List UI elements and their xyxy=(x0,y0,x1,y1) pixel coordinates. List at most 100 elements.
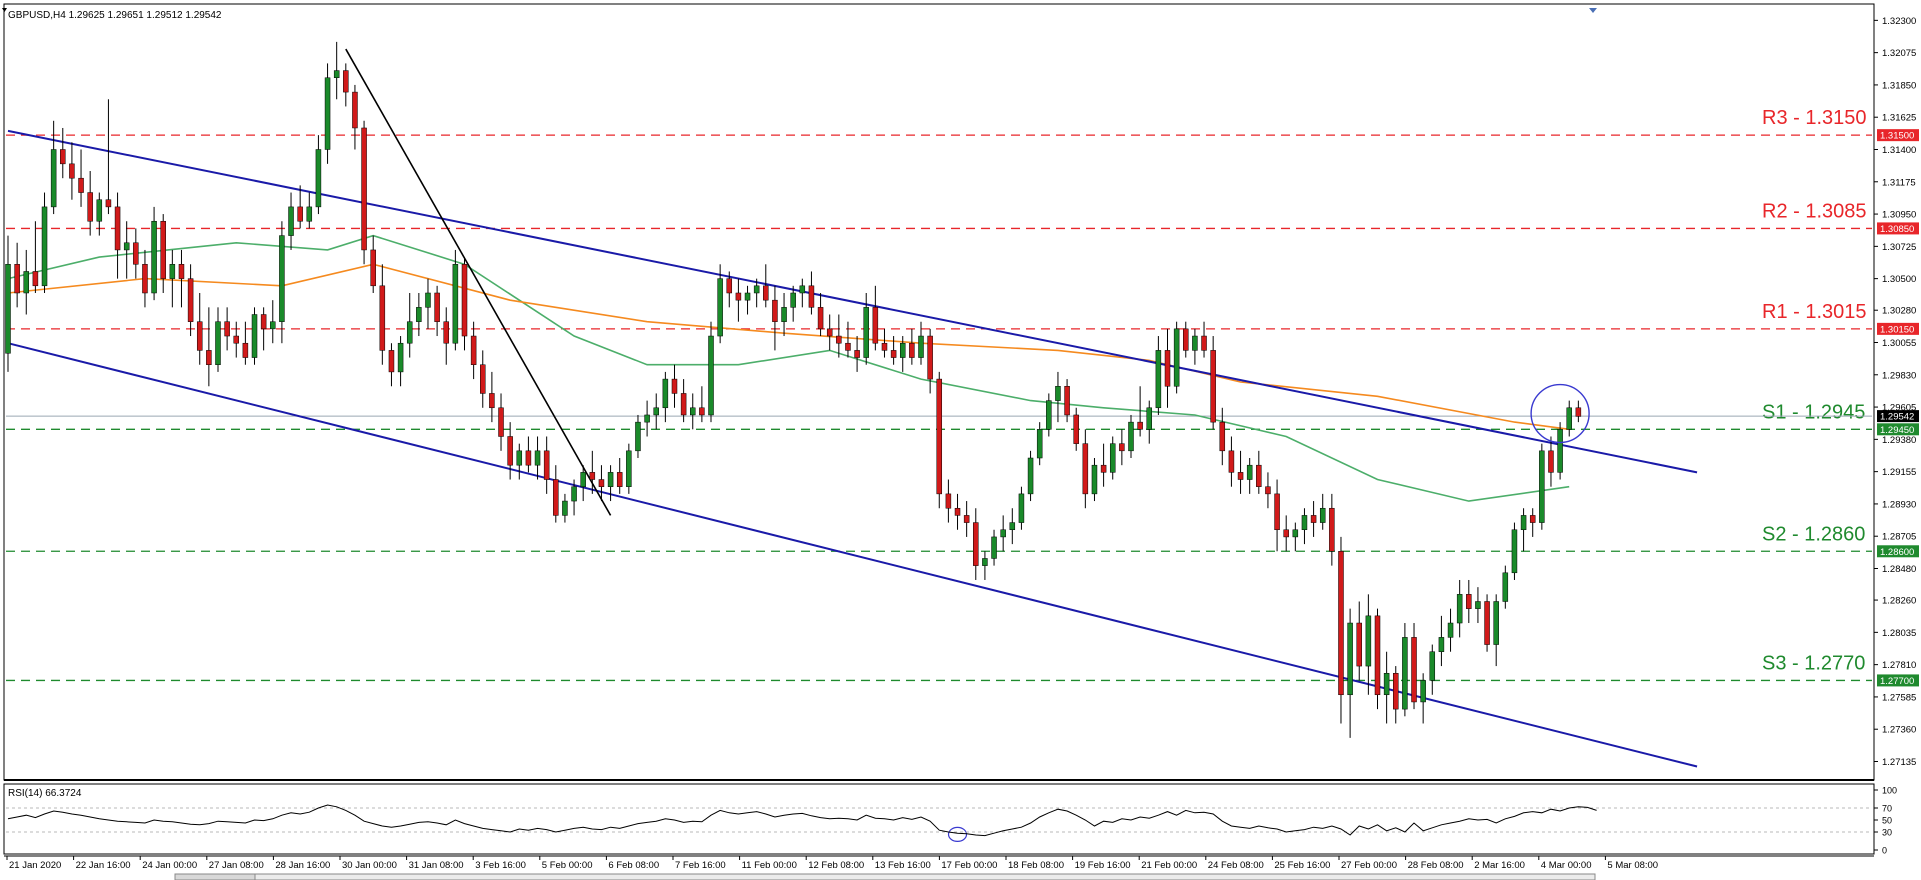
level-tag-text-s1: 1.29450 xyxy=(1880,425,1914,436)
level-tag-text-s2: 1.28600 xyxy=(1880,547,1914,558)
candle-bullish xyxy=(1301,515,1308,531)
level-label-r3: R3 - 1.3150 xyxy=(1762,107,1867,129)
candle-bullish xyxy=(416,307,422,322)
rsi-tick-label: 50 xyxy=(1882,816,1892,826)
candle-bullish xyxy=(425,292,431,308)
candle-bullish xyxy=(1319,507,1326,523)
candle-bullish xyxy=(1502,572,1509,602)
candle-bearish xyxy=(973,522,979,566)
candle-bullish xyxy=(1192,335,1198,351)
candle-bearish xyxy=(1274,493,1280,531)
candle-bullish xyxy=(151,220,157,294)
candle-bearish xyxy=(133,242,139,265)
candle-bearish xyxy=(671,378,678,394)
candle-bullish xyxy=(1475,601,1481,609)
time-tick-label: 22 Jan 16:00 xyxy=(76,860,131,871)
candle-bearish xyxy=(699,407,705,416)
candle-bearish xyxy=(187,278,194,322)
candle-bearish xyxy=(87,192,93,222)
candle-bearish xyxy=(826,328,833,337)
candle-bearish xyxy=(1237,472,1244,480)
level-tag-r3 xyxy=(1877,129,1919,142)
candle-bullish xyxy=(653,407,659,416)
candle-bearish xyxy=(543,450,550,480)
candle-bearish xyxy=(817,307,824,330)
rsi-panel: 100 70 50 30 0 xyxy=(6,786,1897,856)
candle-bearish xyxy=(1575,407,1582,417)
time-tick-label: 25 Feb 16:00 xyxy=(1274,860,1330,871)
price-tick-label: 1.29830 xyxy=(1882,370,1916,381)
price-tick-label: 1.27360 xyxy=(1882,725,1916,736)
candle-bullish xyxy=(169,264,176,279)
level-label-r1: R1 - 1.3015 xyxy=(1762,301,1867,323)
price-axis: 1.32300 1.32075 1.31850 1.31625 1.31400 1.311… xyxy=(1874,16,1916,768)
candle-bullish xyxy=(1402,637,1408,710)
candle-bearish xyxy=(142,264,148,294)
time-tick-label: 27 Jan 08:00 xyxy=(209,860,264,871)
price-tick-label: 1.28930 xyxy=(1882,499,1916,510)
candle-bullish xyxy=(1128,421,1134,452)
candle-bearish xyxy=(963,515,970,523)
channel-upper-line xyxy=(7,129,1698,474)
candle-bearish xyxy=(1548,450,1554,473)
candle-bearish xyxy=(763,285,769,301)
candle-bearish xyxy=(206,350,212,365)
candle-bullish xyxy=(562,500,568,516)
candle-bearish xyxy=(881,342,888,351)
candle-bearish xyxy=(1082,443,1089,495)
candles-layer xyxy=(5,41,1582,738)
price-tick-label: 1.27810 xyxy=(1882,660,1916,671)
time-tick-label: 21 Jan 2020 xyxy=(9,860,61,871)
rsi-tick-label: 0 xyxy=(1882,846,1887,856)
candle-bullish xyxy=(717,278,723,337)
candle-bullish xyxy=(1173,328,1180,387)
candle-bullish xyxy=(644,414,650,423)
candle-bullish xyxy=(918,335,924,358)
candle-bearish xyxy=(1356,622,1362,667)
candle-bearish xyxy=(480,364,486,394)
candle-bearish xyxy=(361,127,367,251)
candle-bullish xyxy=(1511,529,1518,574)
candle-bullish xyxy=(279,235,285,322)
candle-bullish xyxy=(690,407,696,416)
scroll-marker-icon[interactable] xyxy=(1589,8,1597,13)
highlight-circle-rsi xyxy=(947,826,968,843)
time-tick-label: 24 Jan 00:00 xyxy=(142,860,197,871)
rsi-tick-label: 30 xyxy=(1882,828,1892,838)
candle-bearish xyxy=(1183,328,1189,351)
candle-bullish xyxy=(753,285,760,294)
candle-bearish xyxy=(32,271,39,287)
candle-bearish xyxy=(461,264,468,337)
chart-tab-inactive xyxy=(174,873,256,880)
level-tag-r2 xyxy=(1877,222,1919,235)
candle-bullish xyxy=(708,335,714,416)
time-tick-label: 13 Feb 16:00 xyxy=(875,860,931,871)
candle-bearish xyxy=(954,507,961,516)
levels-layer: R3 - 1.3150 1.31500 R2 - 1.3085 1.30850 R1 -… xyxy=(6,107,1919,687)
price-tick-label: 1.29380 xyxy=(1882,435,1916,446)
moving-averages-layer xyxy=(7,234,1570,502)
candle-bearish xyxy=(160,220,166,279)
level-tag-text-r1: 1.30150 xyxy=(1880,324,1914,335)
price-tick-label: 1.27135 xyxy=(1882,757,1916,768)
candle-bearish xyxy=(196,321,203,351)
candle-bearish xyxy=(589,472,596,480)
candle-bearish xyxy=(1228,450,1235,473)
candle-bullish xyxy=(1456,594,1463,624)
candle-bullish xyxy=(452,264,459,344)
price-tick-label: 1.30055 xyxy=(1882,338,1916,349)
moving-average-orange-line xyxy=(7,263,1570,431)
candle-bearish xyxy=(260,314,267,330)
candle-bullish xyxy=(1566,407,1572,430)
candle-bullish xyxy=(1091,464,1098,495)
candle-bullish xyxy=(899,342,906,358)
moving-average-green-line xyxy=(7,234,1570,502)
candle-bearish xyxy=(1283,529,1289,538)
price-tick-label: 1.28260 xyxy=(1882,596,1916,607)
time-tick-label: 5 Mar 08:00 xyxy=(1607,860,1658,871)
candle-bearish xyxy=(233,335,239,344)
current-price-tag-text: 1.29542 xyxy=(1880,412,1914,423)
candle-bullish xyxy=(270,321,276,330)
candle-bullish xyxy=(1036,429,1043,459)
